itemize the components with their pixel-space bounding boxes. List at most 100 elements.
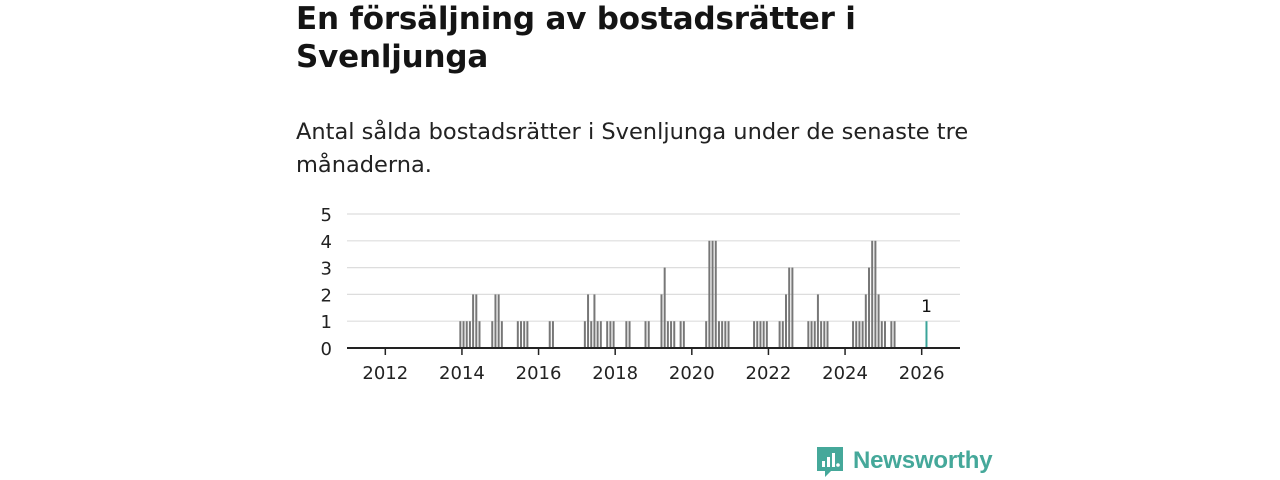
- bar: [880, 321, 883, 348]
- bar: [871, 240, 874, 348]
- newsworthy-logo[interactable]: Newsworthy: [815, 444, 993, 480]
- y-tick-label: 5: [321, 205, 332, 226]
- bar: [628, 321, 631, 348]
- x-axis: [347, 347, 960, 355]
- y-tick-label: 4: [321, 232, 332, 253]
- bar: [765, 321, 768, 348]
- bar: [717, 321, 720, 348]
- bar: [609, 321, 612, 348]
- bar: [807, 321, 810, 348]
- bar: [816, 294, 819, 348]
- bar: [478, 321, 481, 348]
- bar: [823, 321, 826, 348]
- grid-lines: [347, 213, 960, 322]
- bar: [526, 321, 529, 348]
- bar: [877, 294, 880, 348]
- bar: [660, 294, 663, 348]
- bar: [868, 267, 871, 348]
- bar: [724, 321, 727, 348]
- bar: [670, 321, 673, 348]
- bar-latest: [925, 321, 928, 348]
- bar: [883, 321, 886, 348]
- bar: [548, 321, 551, 348]
- bar: [606, 321, 609, 348]
- bar: [612, 321, 615, 348]
- x-tick-label: 2022: [746, 363, 792, 384]
- bar: [711, 240, 714, 348]
- y-axis-labels: 0 1 2 3 4 5: [321, 205, 332, 360]
- bar: [644, 321, 647, 348]
- bar: [791, 267, 794, 348]
- annotations: 1: [921, 297, 932, 317]
- y-tick-label: 3: [321, 259, 332, 280]
- bar: [813, 321, 816, 348]
- bar: [890, 321, 893, 348]
- newsworthy-logo-icon: [817, 447, 843, 477]
- bar: [858, 321, 861, 348]
- bar: [587, 294, 590, 348]
- brand-name: Newsworthy: [853, 447, 993, 474]
- bar: [756, 321, 759, 348]
- chart-title: En försäljning av bostadsrätter i Svenlj…: [296, 1, 856, 75]
- bar: [708, 240, 711, 348]
- bar: [599, 321, 602, 348]
- bar: [625, 321, 628, 348]
- bar: [781, 321, 784, 348]
- bar: [705, 321, 708, 348]
- x-tick-label: 2020: [669, 363, 715, 384]
- bar: [472, 294, 475, 348]
- bar: [647, 321, 650, 348]
- x-tick-label: 2018: [592, 363, 638, 384]
- x-tick-label: 2016: [516, 363, 562, 384]
- bar: [491, 321, 494, 348]
- bar: [462, 321, 465, 348]
- bar: [762, 321, 765, 348]
- bar: [673, 321, 676, 348]
- bar: [583, 321, 586, 348]
- latest-value-label: 1: [921, 297, 932, 317]
- bar: [785, 294, 787, 348]
- bar: [500, 321, 503, 348]
- bar: [778, 321, 781, 348]
- y-tick-label: 0: [321, 339, 332, 360]
- bar: [459, 321, 462, 348]
- y-tick-label: 1: [321, 312, 332, 333]
- x-tick-label: 2026: [899, 363, 945, 384]
- bar: [714, 240, 717, 348]
- bar: [855, 321, 858, 348]
- chart-subtitle: Antal sålda bostadsrätter i Svenljunga u…: [296, 119, 969, 178]
- bar: [820, 321, 823, 348]
- bar: [590, 321, 593, 348]
- bar: [759, 321, 762, 348]
- bar: [663, 267, 666, 348]
- bar: [497, 294, 500, 348]
- bar: [494, 294, 497, 348]
- y-tick-label: 2: [321, 285, 332, 306]
- bar: [465, 321, 468, 348]
- bar: [593, 294, 596, 348]
- bars: [459, 240, 928, 348]
- bar: [727, 321, 730, 348]
- bar: [893, 321, 896, 348]
- bar: [516, 321, 519, 348]
- bar: [682, 321, 685, 348]
- x-tick-label: 2024: [822, 363, 868, 384]
- bar: [753, 321, 756, 348]
- x-axis-labels: 2012 2014 2016 2018 2020 2022 2024 2026: [362, 363, 944, 384]
- bar: [520, 321, 522, 348]
- x-tick-label: 2014: [439, 363, 485, 384]
- bar: [864, 294, 867, 348]
- bar: [679, 321, 682, 348]
- bar: [596, 321, 599, 348]
- bar: [826, 321, 829, 348]
- bar: [468, 321, 471, 348]
- bar: [788, 267, 791, 348]
- bar: [861, 321, 864, 348]
- bar: [523, 321, 526, 348]
- bar: [810, 321, 813, 348]
- bar: [721, 321, 724, 348]
- bar: [852, 321, 855, 348]
- bar: [666, 321, 669, 348]
- bar: [475, 294, 478, 348]
